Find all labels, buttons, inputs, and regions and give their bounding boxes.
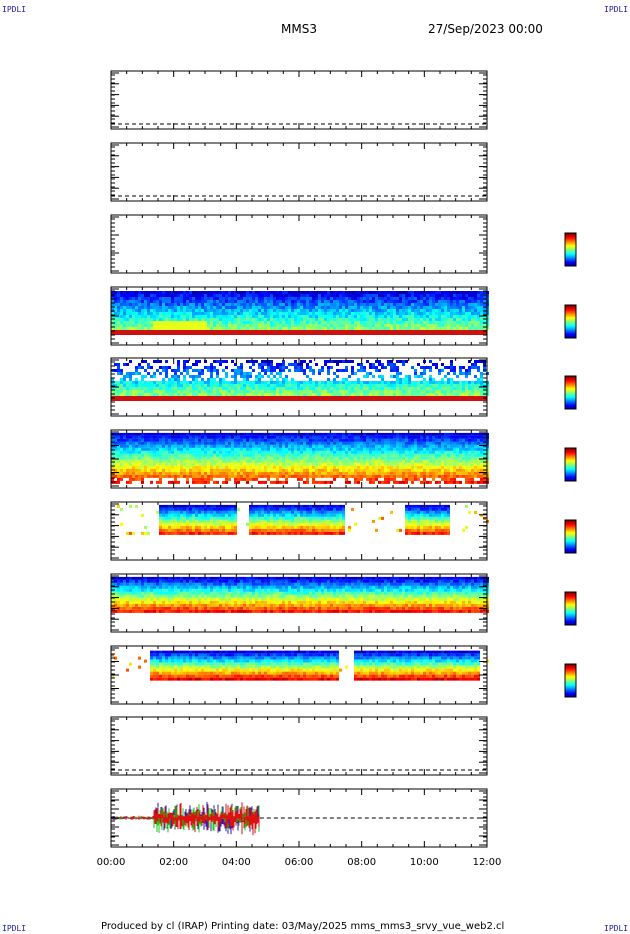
corner-label-bottom-left: IPDLI [2,924,27,933]
colorbar [564,232,577,267]
spectrogram-divpi [110,801,487,836]
corner-label-top-left: IPDLI [2,5,27,14]
mission-title: MMS3 [281,22,317,36]
date-title: 27/Sep/2023 00:00 [428,22,543,36]
colorbar [564,663,577,698]
spectrogram-feepse [111,291,489,335]
panel-frame [110,573,488,633]
spectrogram-hpca_he [117,504,489,535]
spectrogram-hpca_o [111,650,489,681]
colorbar [564,375,577,410]
colorbar [564,591,577,626]
corner-label-bottom-right: IPDLI [604,924,629,933]
colorbar [564,304,577,339]
panel-frame [110,429,488,489]
panel-frame [110,70,488,130]
x-tick-label: 08:00 [347,857,377,868]
panel-frame [110,286,488,346]
x-tick-label: 12:00 [472,857,502,868]
spectrogram-feepsi [111,360,489,401]
x-tick-label: 10:00 [409,857,439,868]
spectrogram-hpca_hepp [111,576,489,613]
panel-frame [110,645,488,705]
x-tick-label: 00:00 [96,857,126,868]
colorbar [564,447,577,482]
x-tick-label: 06:00 [284,857,314,868]
footer-credit: Produced by cl (IRAP) Printing date: 03/… [101,921,505,932]
spectrogram-hpca_h [111,432,489,484]
panel-frame [110,501,488,561]
colorbar [564,519,577,554]
x-tick-label: 04:00 [221,857,251,868]
corner-label-top-right: IPDLI [604,5,629,14]
panel-frame [110,357,488,417]
panel-frame [110,214,488,274]
panel-frame [110,142,488,202]
panel-frame [110,716,488,776]
panel-frame [110,788,488,848]
x-tick-label: 02:00 [159,857,189,868]
